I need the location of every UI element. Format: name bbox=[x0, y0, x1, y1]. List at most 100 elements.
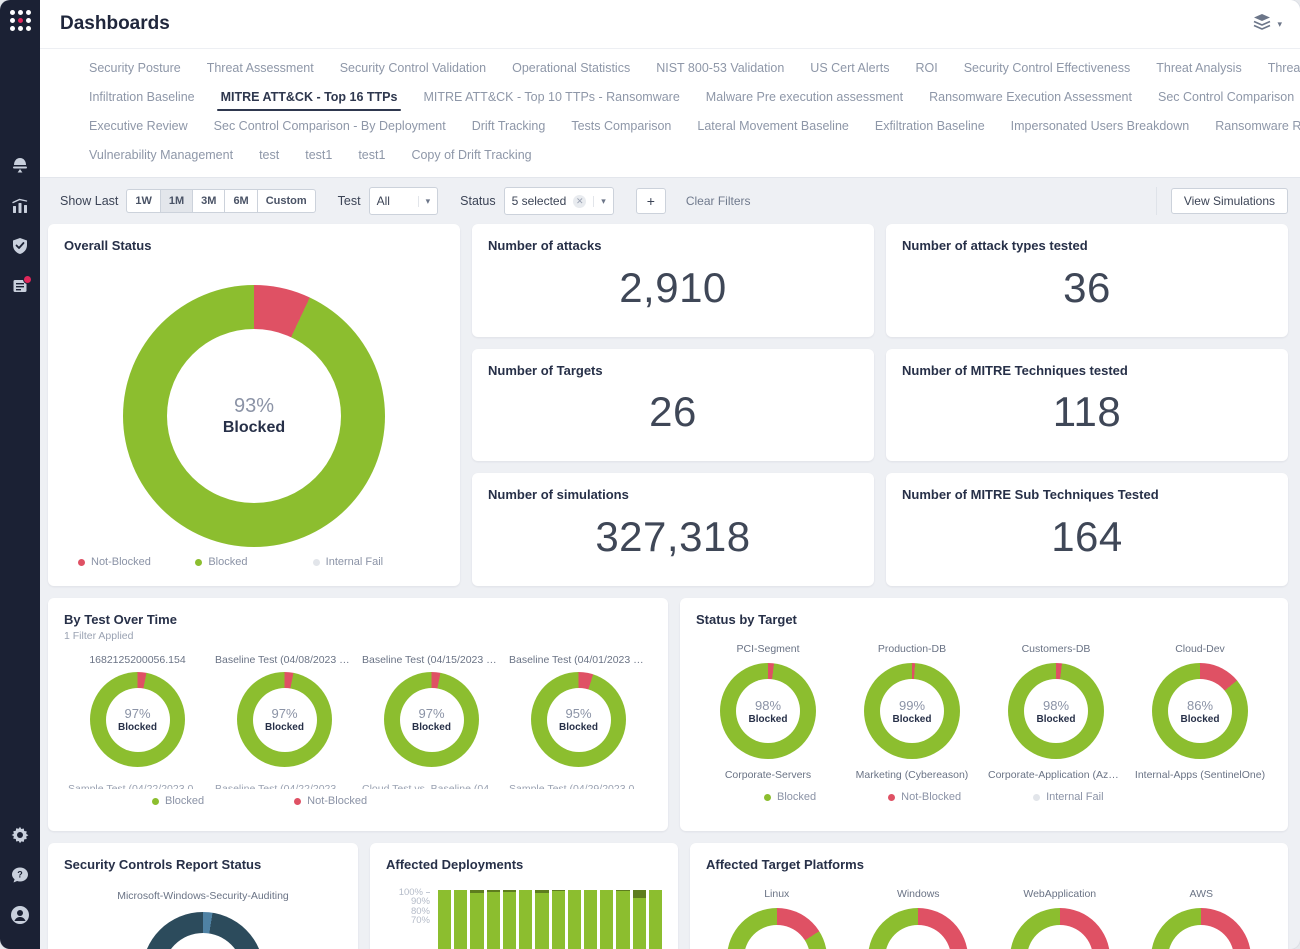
deployment-bar-10[interactable] bbox=[583, 890, 598, 949]
logo-dot bbox=[25, 25, 31, 31]
tab-mitre-att-ck-top-10-ttps-ransomware[interactable]: MITRE ATT&CK - Top 10 TTPs - Ransomware bbox=[423, 89, 680, 104]
deployment-bar-11[interactable] bbox=[600, 890, 614, 949]
target-donut-customers-db[interactable]: 98% Blocked bbox=[1008, 663, 1104, 759]
tab-drift-tracking[interactable]: Drift Tracking bbox=[471, 118, 546, 133]
test-donut-baseline-test-04-01-2023-03-30-21[interactable]: 95% Blocked bbox=[531, 672, 626, 767]
legend-item-internal-fail[interactable]: Internal Fail bbox=[1033, 791, 1104, 803]
platform-donut-linux[interactable] bbox=[726, 908, 827, 949]
test-donut-1682125200056-154[interactable]: 97% Blocked bbox=[90, 672, 185, 767]
range-custom[interactable]: Custom bbox=[256, 189, 316, 213]
deployment-bar-7[interactable] bbox=[535, 890, 549, 949]
deployment-bar-3[interactable] bbox=[470, 890, 484, 949]
tab-test1[interactable]: test1 bbox=[358, 147, 386, 162]
test-donut-baseline-test-04-08-2023-03-30-20[interactable]: 97% Blocked bbox=[237, 672, 332, 767]
tab-threat-assessment[interactable]: Threat Assessment bbox=[206, 60, 314, 75]
tab-impersonated-users-breakdown[interactable]: Impersonated Users Breakdown bbox=[1010, 118, 1190, 133]
tab-threat-analysis-advanced-attack[interactable]: Threat Analysis - Advanced Attack bbox=[1267, 60, 1300, 75]
legend-item-not-blocked[interactable]: Not-Blocked bbox=[78, 556, 195, 568]
stat-card-value: 26 bbox=[649, 388, 697, 436]
range-3m[interactable]: 3M bbox=[192, 189, 226, 213]
tab-lateral-movement-baseline[interactable]: Lateral Movement Baseline bbox=[697, 118, 849, 133]
legend-item-not-blocked[interactable]: Not-Blocked bbox=[888, 791, 961, 803]
deployment-bar-14[interactable] bbox=[648, 890, 663, 949]
range-1m[interactable]: 1M bbox=[159, 189, 194, 213]
tab-test[interactable]: test bbox=[259, 147, 280, 162]
platform-donut-aws[interactable] bbox=[1151, 908, 1252, 949]
tab-ransomware-rx[interactable]: Ransomware Rx bbox=[1215, 118, 1300, 133]
tab-us-cert-alerts[interactable]: US Cert Alerts bbox=[810, 60, 890, 75]
deployment-bar-6[interactable] bbox=[519, 890, 533, 949]
logo-dot bbox=[17, 25, 23, 31]
legend-item-not-blocked[interactable]: Not-Blocked bbox=[294, 795, 367, 807]
card-title: By Test Over Time bbox=[64, 612, 177, 627]
tab-roi[interactable]: ROI bbox=[915, 60, 938, 75]
deployment-bar-2[interactable] bbox=[454, 890, 468, 949]
tab-security-control-validation[interactable]: Security Control Validation bbox=[339, 60, 487, 75]
deployment-bar-1[interactable] bbox=[438, 890, 452, 949]
tab-malware-pre-execution-assessment[interactable]: Malware Pre execution assessment bbox=[705, 89, 904, 104]
help-icon[interactable]: ? bbox=[6, 861, 34, 889]
deployment-bar-5[interactable] bbox=[502, 890, 517, 949]
legend-item-blocked[interactable]: Blocked bbox=[764, 791, 816, 803]
safebreach-logo[interactable] bbox=[0, 0, 40, 40]
dashboards-chart-icon[interactable] bbox=[6, 192, 34, 220]
deployment-bar-9[interactable] bbox=[567, 890, 581, 949]
tab-executive-review[interactable]: Executive Review bbox=[89, 118, 188, 133]
platform-donut-webapplication[interactable] bbox=[1009, 908, 1110, 949]
tab-sec-control-comparison[interactable]: Sec Control Comparison bbox=[1157, 89, 1295, 104]
user-avatar-icon[interactable] bbox=[6, 901, 34, 929]
tab-infiltration-baseline[interactable]: Infiltration Baseline bbox=[89, 89, 195, 104]
tab-threat-analysis[interactable]: Threat Analysis bbox=[1156, 60, 1242, 75]
tab-test1[interactable]: test1 bbox=[305, 147, 333, 162]
tab-tests-comparison[interactable]: Tests Comparison bbox=[571, 118, 672, 133]
status-select[interactable]: 5 selected ✕ ▾ bbox=[503, 187, 614, 215]
view-simulations-button[interactable]: View Simulations bbox=[1170, 188, 1288, 214]
tab-exfiltration-baseline[interactable]: Exfiltration Baseline bbox=[874, 118, 985, 133]
tab-ransomware-execution-assessment[interactable]: Ransomware Execution Assessment bbox=[929, 89, 1132, 104]
breach-attack-icon[interactable] bbox=[6, 152, 34, 180]
test-select-value: All bbox=[376, 194, 390, 208]
y-tick-label: 80% bbox=[410, 905, 430, 917]
target-donut-production-db[interactable]: 99% Blocked bbox=[864, 663, 960, 759]
range-6m[interactable]: 6M bbox=[224, 189, 258, 213]
range-1w[interactable]: 1W bbox=[126, 189, 161, 213]
stat-card-title: Number of MITRE Techniques tested bbox=[902, 362, 1128, 378]
tab-nist-800-53-validation[interactable]: NIST 800-53 Validation bbox=[656, 60, 785, 75]
deployment-bar-4[interactable] bbox=[486, 890, 500, 949]
donut-title: Baseline Test (04/01/2023 03:30:21) bbox=[509, 654, 652, 666]
security-controls-donut[interactable] bbox=[142, 912, 264, 949]
deployment-bar-8[interactable] bbox=[551, 890, 565, 949]
target-donut-cloud-dev[interactable]: 86% Blocked bbox=[1152, 663, 1248, 759]
target-donut-pci-segment[interactable]: 98% Blocked bbox=[720, 663, 816, 759]
donut-hole bbox=[105, 687, 170, 752]
test-donut-baseline-test-04-15-2023-03-30-20[interactable]: 97% Blocked bbox=[384, 672, 479, 767]
deployment-bar-13[interactable] bbox=[632, 890, 646, 949]
tab-security-posture[interactable]: Security Posture bbox=[89, 60, 181, 75]
legend-item-blocked[interactable]: Blocked bbox=[195, 556, 312, 568]
tab-sec-control-comparison-by-deployment[interactable]: Sec Control Comparison - By Deployment bbox=[213, 118, 446, 133]
clear-filters-link[interactable]: Clear Filters bbox=[685, 194, 751, 208]
overall-status-donut-chart[interactable]: 93% Blocked bbox=[123, 285, 385, 547]
stat-card-value: 36 bbox=[1063, 263, 1111, 311]
tab-row: Vulnerability Management test test1 test1 Co… bbox=[76, 140, 1290, 169]
tab-vulnerability-management[interactable]: Vulnerability Management bbox=[89, 147, 234, 162]
platform-donut-windows[interactable] bbox=[868, 908, 969, 949]
tab-copy-of-drift-tracking[interactable]: Copy of Drift Tracking bbox=[411, 147, 532, 162]
deployment-bar-12[interactable] bbox=[616, 890, 630, 949]
overall-status-donut[interactable]: 93% Blocked bbox=[64, 285, 444, 547]
tab-mitre-att-ck-top-16-ttps[interactable]: MITRE ATT&CK - Top 16 TTPs bbox=[216, 89, 402, 111]
shield-check-icon[interactable] bbox=[6, 232, 34, 260]
legend-item-blocked[interactable]: Blocked bbox=[152, 795, 204, 807]
tab-security-control-effectiveness[interactable]: Security Control Effectiveness bbox=[963, 60, 1131, 75]
tab-operational-statistics[interactable]: Operational Statistics bbox=[512, 60, 631, 75]
test-select[interactable]: All ▾ bbox=[368, 187, 439, 215]
donut-cell: 98% Blocked bbox=[696, 663, 840, 759]
donut-cell bbox=[706, 908, 848, 949]
donut-hole bbox=[885, 925, 952, 949]
add-filter-button[interactable]: + bbox=[635, 188, 666, 214]
settings-gear-icon[interactable] bbox=[6, 821, 34, 849]
legend-item-internal-fail[interactable]: Internal Fail bbox=[312, 556, 430, 568]
clear-selection-icon[interactable]: ✕ bbox=[573, 194, 587, 208]
reports-icon[interactable] bbox=[6, 272, 34, 300]
workspace-menu[interactable]: ▾ bbox=[1252, 13, 1282, 36]
